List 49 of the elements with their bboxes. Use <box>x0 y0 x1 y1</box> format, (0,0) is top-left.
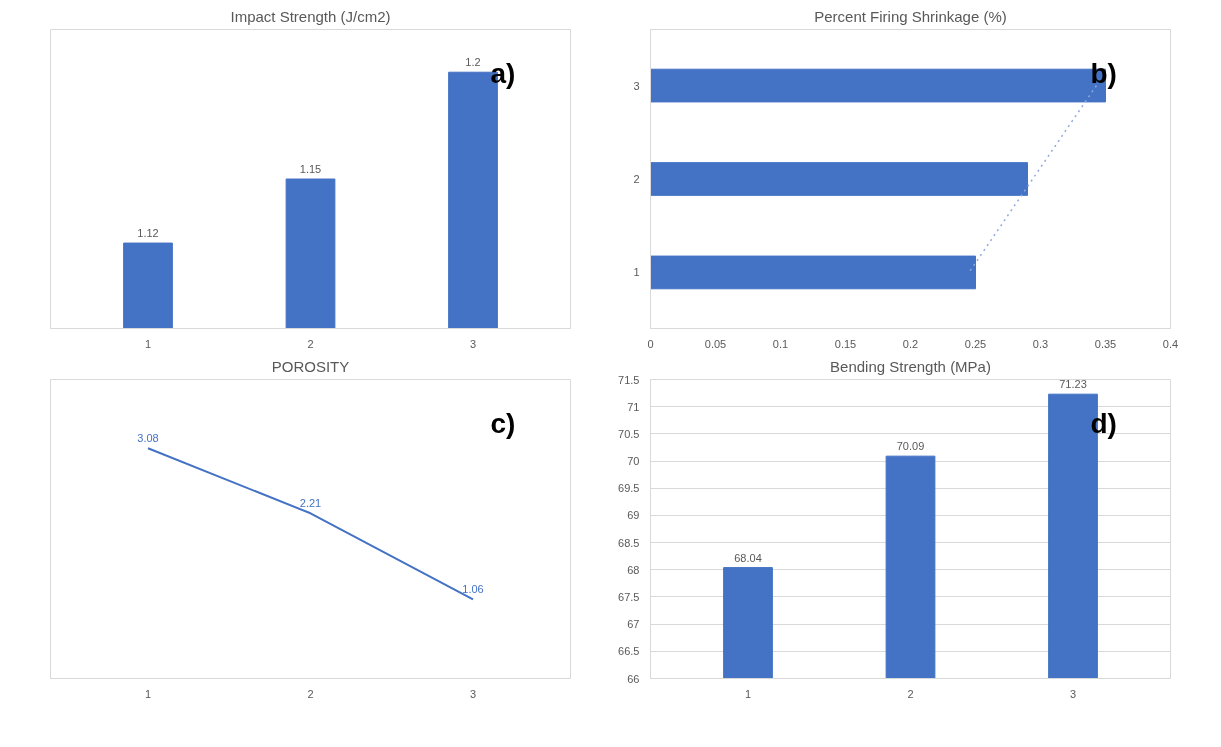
data-label: 71.23 <box>1059 378 1087 391</box>
data-label: 1.12 <box>137 227 159 240</box>
x-tick-label: 0.1 <box>772 337 789 350</box>
y-tick-label: 71.5 <box>618 373 640 386</box>
chart-title: POROSITY <box>271 357 350 375</box>
x-tick-label: 0.05 <box>704 337 727 350</box>
y-tick-label: 70 <box>627 455 640 468</box>
y-tick-label: 68 <box>627 563 640 576</box>
y-tick-label: 2 <box>633 173 640 185</box>
chart-title: Bending Strength (MPa) <box>830 357 991 375</box>
y-tick-label: 69.5 <box>618 482 640 495</box>
y-tick-label: 68.5 <box>618 536 640 549</box>
annotation: b) <box>1090 57 1117 89</box>
y-tick-label: 66 <box>627 672 640 685</box>
y-tick-label: 1 <box>633 266 640 279</box>
x-tick-label: 2 <box>907 687 914 700</box>
chart-title: Impact Strength (J/cm2) <box>230 7 391 25</box>
data-label: 1.15 <box>299 163 322 175</box>
data-label: 2.21 <box>299 497 322 510</box>
annotation: c) <box>490 407 516 439</box>
x-tick-label: 3 <box>469 687 477 700</box>
x-tick-label: 0.35 <box>1094 337 1117 350</box>
x-tick-label: 0 <box>647 337 654 350</box>
y-tick-label: 66.5 <box>618 645 640 658</box>
y-tick-label: 3 <box>633 79 640 92</box>
x-tick-label: 3 <box>469 337 477 350</box>
y-tick-label: 69 <box>627 509 640 522</box>
x-tick-label: 0.4 <box>1162 337 1179 350</box>
y-tick-label: 71 <box>627 400 640 413</box>
x-tick-label: 0.25 <box>964 337 987 350</box>
x-tick-label: 1 <box>144 337 152 350</box>
annotation: a) <box>490 57 516 89</box>
x-tick-label: 0.15 <box>834 337 857 350</box>
x-tick-label: 2 <box>307 337 314 350</box>
y-tick-label: 70.5 <box>618 427 640 440</box>
chart-title: Percent Firing Shrinkage (%) <box>814 7 1007 25</box>
y-tick-label: 67 <box>627 618 640 631</box>
x-tick-label: 0.3 <box>1032 337 1049 350</box>
x-tick-label: 3 <box>1069 687 1077 700</box>
x-tick-label: 1 <box>744 687 752 700</box>
data-label: 70.09 <box>896 440 925 453</box>
data-label: 1.06 <box>462 583 484 596</box>
data-label: 1.2 <box>465 56 481 69</box>
x-tick-label: 0.2 <box>902 337 919 350</box>
x-tick-label: 2 <box>307 687 314 700</box>
data-label: 3.08 <box>137 432 159 445</box>
data-label: 68.04 <box>734 551 762 564</box>
y-tick-label: 67.5 <box>618 590 640 603</box>
x-tick-label: 1 <box>144 687 152 700</box>
